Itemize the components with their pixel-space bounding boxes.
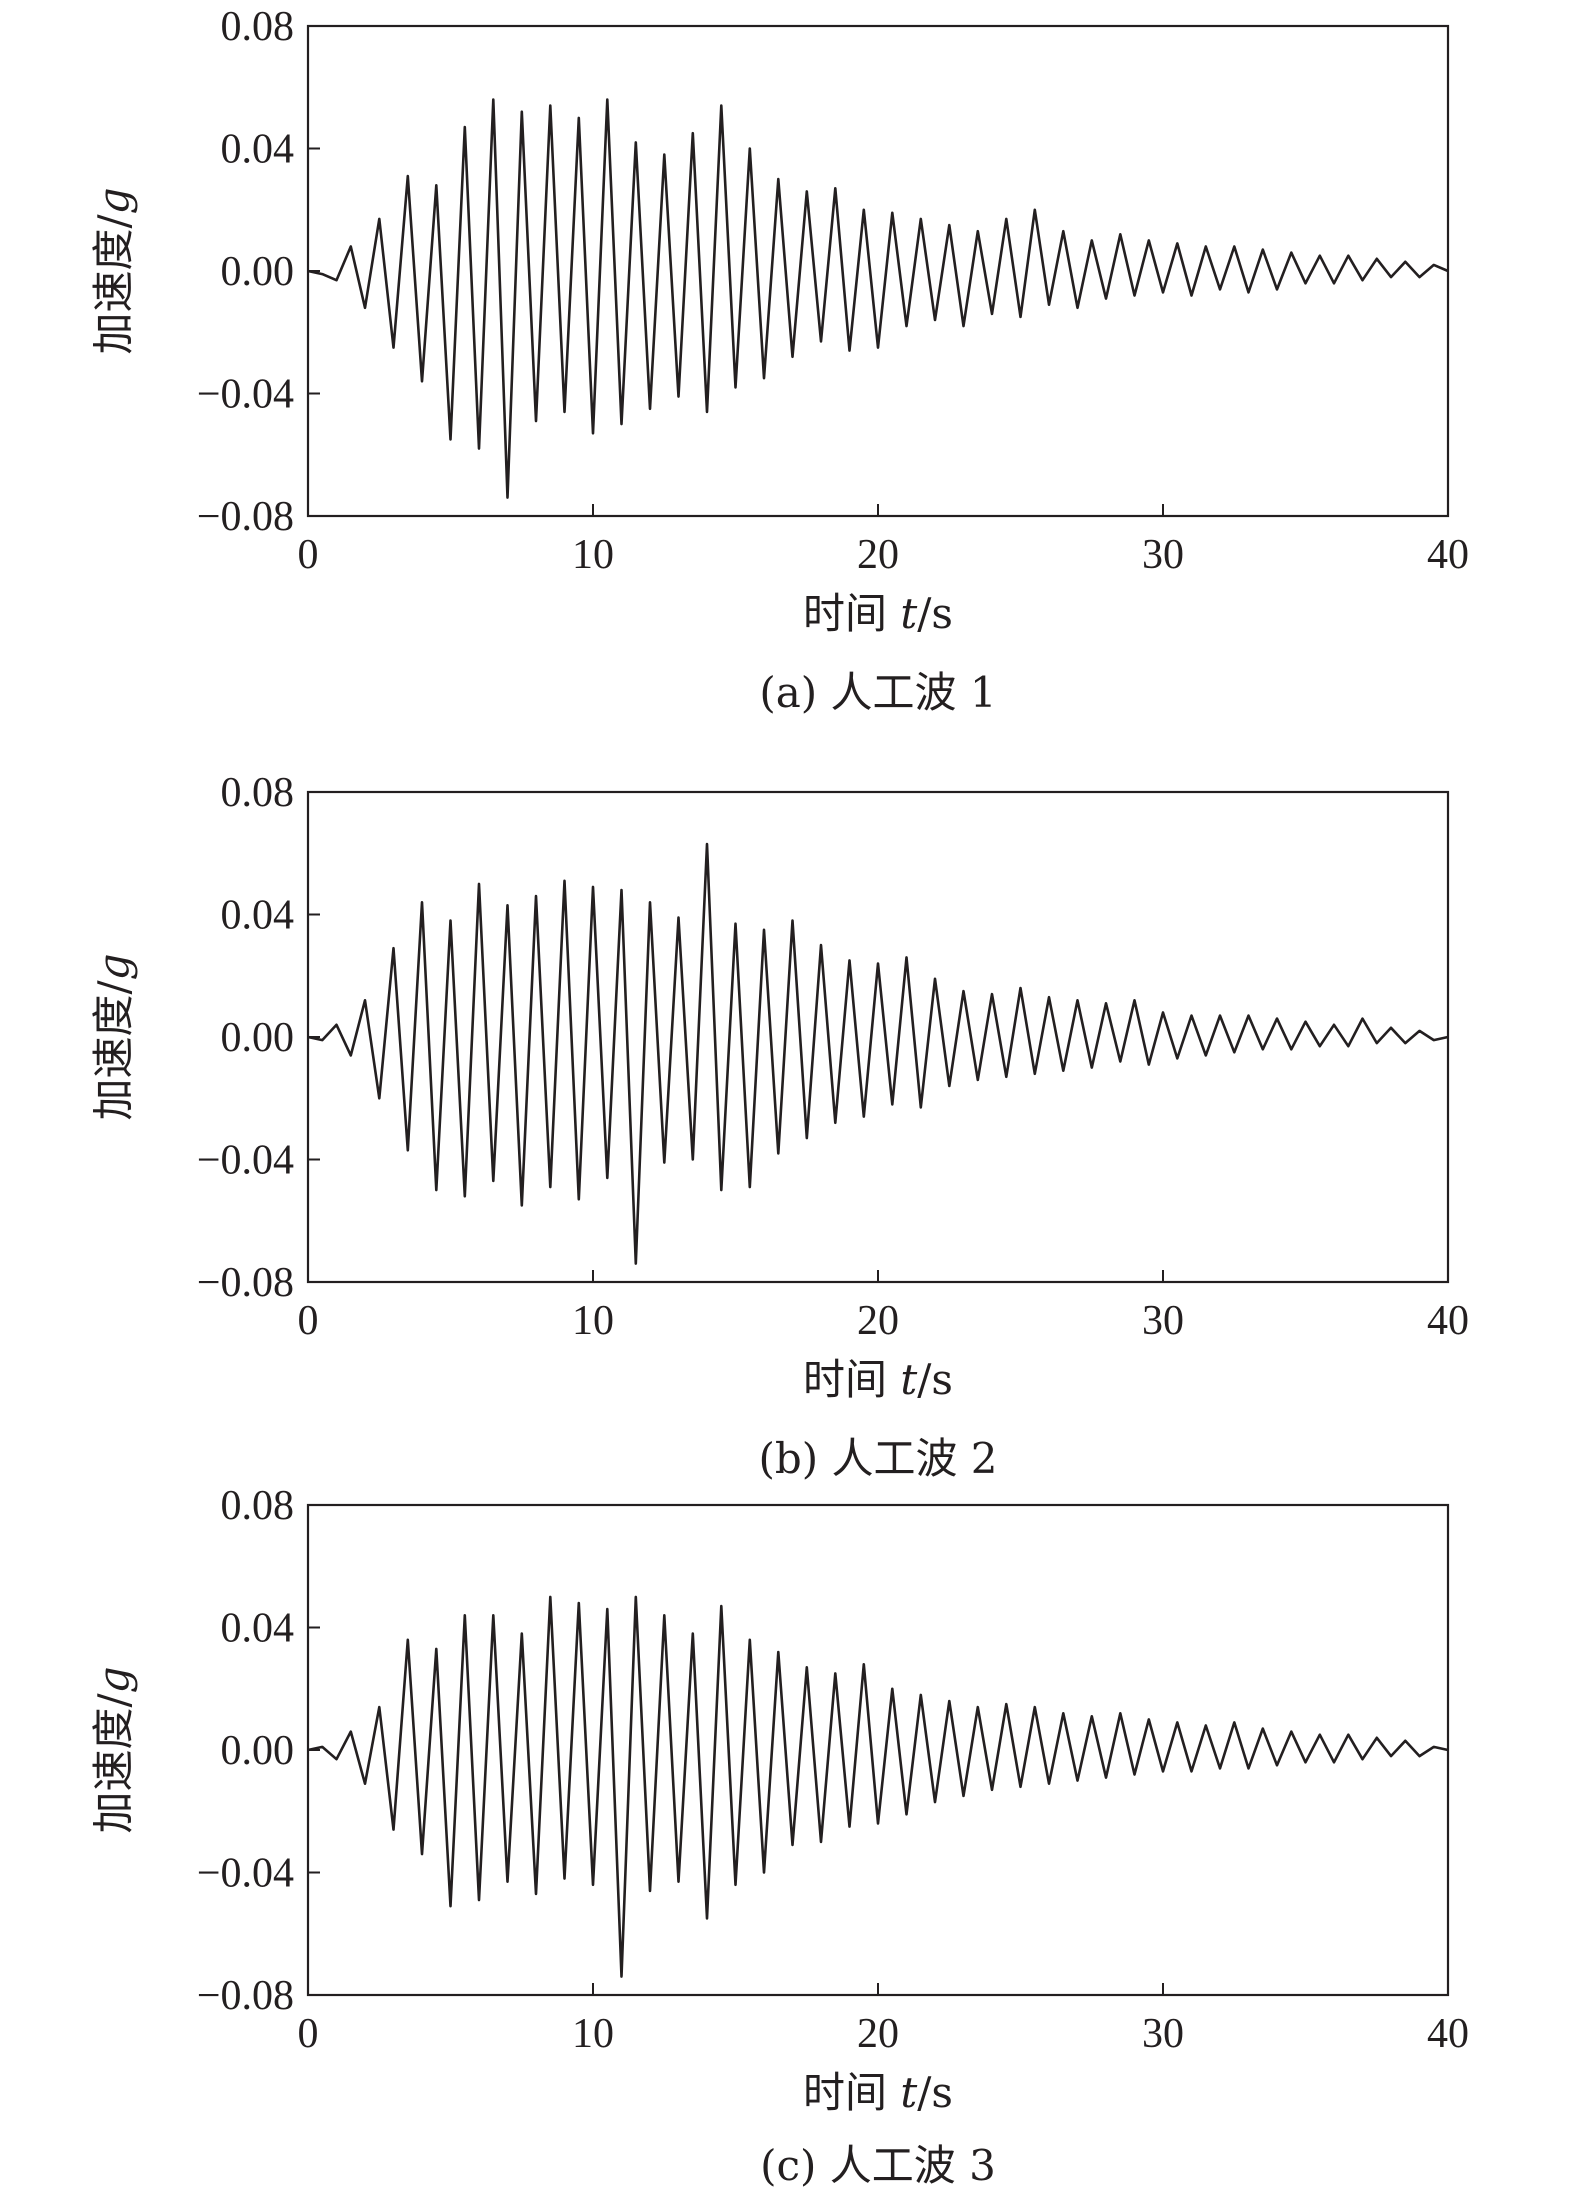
y-axis-title: 加速度/g (89, 953, 138, 1120)
y-tick-label: 0.00 (221, 249, 295, 295)
x-tick-label: 0 (298, 532, 319, 578)
x-tick-label: 30 (1142, 1298, 1184, 1344)
y-axis-title-main: 加速度/ (89, 1693, 138, 1834)
panel-a: 0.08 0.04 0.00 −0.04 −0.08 0 10 20 30 40… (89, 4, 1469, 717)
plot-frame (306, 1503, 1450, 1997)
x-axis-title-var: t (900, 589, 917, 638)
y-axis: 0.08 0.04 0.00 −0.04 −0.08 (197, 1483, 320, 2019)
x-tick-label: 20 (857, 2011, 899, 2057)
acceleration-trace (307, 98, 1449, 499)
y-tick-label: 0.04 (221, 127, 295, 173)
panel-caption: (c) 人工波 3 (760, 2141, 996, 2190)
x-axis-title-main: 时间 (803, 1355, 900, 1404)
y-tick-label: −0.08 (197, 494, 294, 540)
x-axis-title-unit: /s (917, 1355, 953, 1404)
y-tick-label: 0.08 (221, 770, 295, 816)
x-tick-label: 10 (572, 2011, 614, 2057)
x-axis-title-var: t (900, 2068, 917, 2117)
y-tick-label: 0.04 (221, 1606, 295, 1652)
acceleration-trace (307, 842, 1449, 1265)
panel-caption: (b) 人工波 2 (758, 1434, 997, 1483)
y-tick-label: 0.08 (221, 4, 295, 50)
y-tick-label: −0.08 (197, 1260, 294, 1306)
x-tick-label: 10 (572, 1298, 614, 1344)
y-tick-label: −0.08 (197, 1973, 294, 2019)
x-axis-title-main: 时间 (803, 589, 900, 638)
x-tick-label: 40 (1427, 2011, 1469, 2057)
y-tick-label: 0.04 (221, 893, 295, 939)
y-tick-label: 0.00 (221, 1015, 295, 1061)
x-tick-label: 0 (298, 2011, 319, 2057)
y-axis-title-main: 加速度/ (89, 980, 138, 1121)
y-axis: 0.08 0.04 0.00 −0.04 −0.08 (197, 4, 320, 540)
x-axis-title-unit: /s (917, 2068, 953, 2117)
panel-b: 0.08 0.04 0.00 −0.04 −0.08 0 10 20 30 40… (89, 770, 1469, 1483)
y-axis-title-unit: g (89, 187, 138, 214)
y-axis-title: 加速度/g (89, 187, 138, 354)
x-axis-title-unit: /s (917, 589, 953, 638)
x-axis: 0 10 20 30 40 (298, 1983, 1469, 2057)
x-tick-label: 40 (1427, 1298, 1469, 1344)
x-tick-label: 40 (1427, 532, 1469, 578)
y-tick-label: 0.08 (221, 1483, 295, 1529)
acceleration-trace (307, 1595, 1449, 1978)
y-axis-title: 加速度/g (89, 1666, 138, 1833)
x-tick-label: 30 (1142, 532, 1184, 578)
x-tick-label: 10 (572, 532, 614, 578)
x-axis-title: 时间 t/s (803, 1355, 953, 1404)
plot-frame (306, 790, 1450, 1284)
x-axis: 0 10 20 30 40 (298, 1270, 1469, 1344)
x-tick-label: 30 (1142, 2011, 1184, 2057)
x-tick-label: 0 (298, 1298, 319, 1344)
y-axis-title-unit: g (89, 1666, 138, 1693)
y-axis: 0.08 0.04 0.00 −0.04 −0.08 (197, 770, 320, 1306)
panel-caption: (a) 人工波 1 (759, 668, 996, 717)
x-axis: 0 10 20 30 40 (298, 504, 1469, 578)
x-axis-title-main: 时间 (803, 2068, 900, 2117)
panel-c: 0.08 0.04 0.00 −0.04 −0.08 0 10 20 30 40… (89, 1483, 1469, 2190)
x-axis-title: 时间 t/s (803, 589, 953, 638)
x-axis-title-var: t (900, 1355, 917, 1404)
x-axis-title: 时间 t/s (803, 2068, 953, 2117)
y-tick-label: −0.04 (197, 1138, 294, 1184)
x-tick-label: 20 (857, 532, 899, 578)
y-axis-title-unit: g (89, 953, 138, 980)
y-tick-label: −0.04 (197, 1851, 294, 1897)
y-tick-label: 0.00 (221, 1728, 295, 1774)
x-tick-label: 20 (857, 1298, 899, 1344)
y-tick-label: −0.04 (197, 372, 294, 418)
y-axis-title-main: 加速度/ (89, 214, 138, 355)
